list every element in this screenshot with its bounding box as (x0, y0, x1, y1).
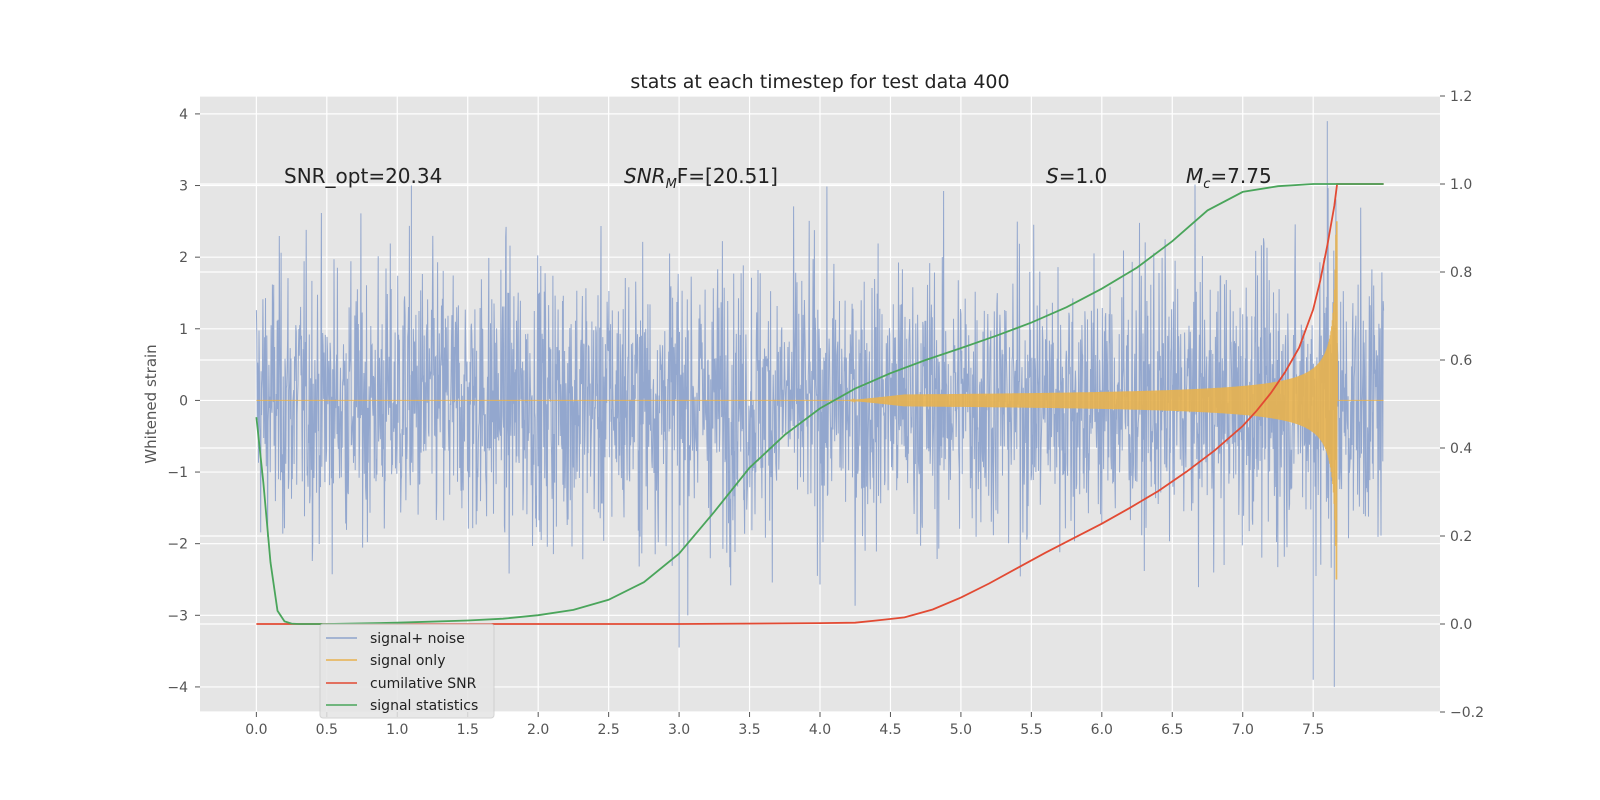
y-right-tick-label: 0.8 (1450, 265, 1472, 281)
y-left-tick-label: 0 (179, 393, 188, 409)
legend-label-signal-statistics: signal statistics (370, 698, 478, 714)
y-right-tick-label: 0.6 (1450, 353, 1472, 369)
legend-label-signal-noise: signal+ noise (370, 631, 465, 647)
y-left-tick-label: 2 (179, 250, 188, 266)
x-tick-label: 6.5 (1161, 722, 1183, 738)
x-tick-label: 3.0 (668, 722, 690, 738)
data-layer (255, 121, 1385, 687)
annotation-snr-opt: SNR_opt=20.34 (284, 164, 442, 188)
annotation-mc: Mc=7.75 (1186, 164, 1272, 192)
legend-box (319, 623, 495, 719)
x-tick-label: 6.0 (1091, 722, 1113, 738)
y-left-tick-label: −3 (167, 608, 188, 624)
chart-title: stats at each timestep for test data 400 (630, 71, 1009, 93)
legend: signal+ noise signal only cumilative SNR… (319, 623, 495, 719)
x-tick-label: 2.5 (598, 722, 620, 738)
y-left-tick-label: 4 (179, 107, 188, 123)
y-right-tick-label: 0.2 (1450, 529, 1472, 545)
series-signal-noise (255, 121, 1385, 687)
y-right-tick-label: 0.0 (1450, 617, 1472, 633)
y-right-tick-label: −0.2 (1450, 705, 1484, 721)
x-tick-label: 7.5 (1302, 722, 1324, 738)
x-tick-label: 0.5 (316, 722, 338, 738)
x-tick-label: 4.5 (879, 722, 901, 738)
x-tick-label: 4.0 (809, 722, 831, 738)
legend-label-signal-only: signal only (370, 653, 445, 669)
annotation-s: S=1.0 (1046, 164, 1107, 188)
y-left-tick-label: −2 (167, 537, 188, 553)
x-tick-label: 5.0 (950, 722, 972, 738)
y-axis-label: Whitened strain (142, 344, 160, 463)
annotation-layer: SNR_opt=20.34 SNRMF=[20.51] S=1.0 Mc=7.7… (284, 164, 1272, 192)
x-tick-label: 1.0 (386, 722, 408, 738)
y-right-tick-label: 0.4 (1450, 441, 1472, 457)
x-tick-label: 5.5 (1020, 722, 1042, 738)
x-tick-label: 3.5 (738, 722, 760, 738)
series-signal-only (256, 221, 1384, 580)
y-right-tick-label: 1.0 (1450, 177, 1472, 193)
axes-layer: 0.0 0.5 1.0 1.5 2.0 2.5 3.0 3.5 4.0 4.5 5.0 5.5 6.0 6… (167, 89, 1484, 738)
y-left-tick-label: 3 (179, 179, 188, 195)
x-tick-label: 0.0 (245, 722, 267, 738)
y-left-tick-label: −4 (167, 680, 188, 696)
y-right-tick-label: 1.2 (1450, 89, 1472, 105)
series-cumulative-snr (256, 183, 1384, 625)
x-tick-label: 2.0 (527, 722, 549, 738)
x-tick-label: 1.5 (457, 722, 479, 738)
annotation-snr-mf: SNRMF=[20.51] (624, 164, 778, 192)
y-left-tick-label: 1 (179, 322, 188, 338)
y-left-tick-label: −1 (167, 465, 188, 481)
legend-label-cumulative-snr: cumilative SNR (370, 676, 477, 692)
x-tick-label: 7.0 (1232, 722, 1254, 738)
series-signal-statistics (255, 183, 1384, 625)
